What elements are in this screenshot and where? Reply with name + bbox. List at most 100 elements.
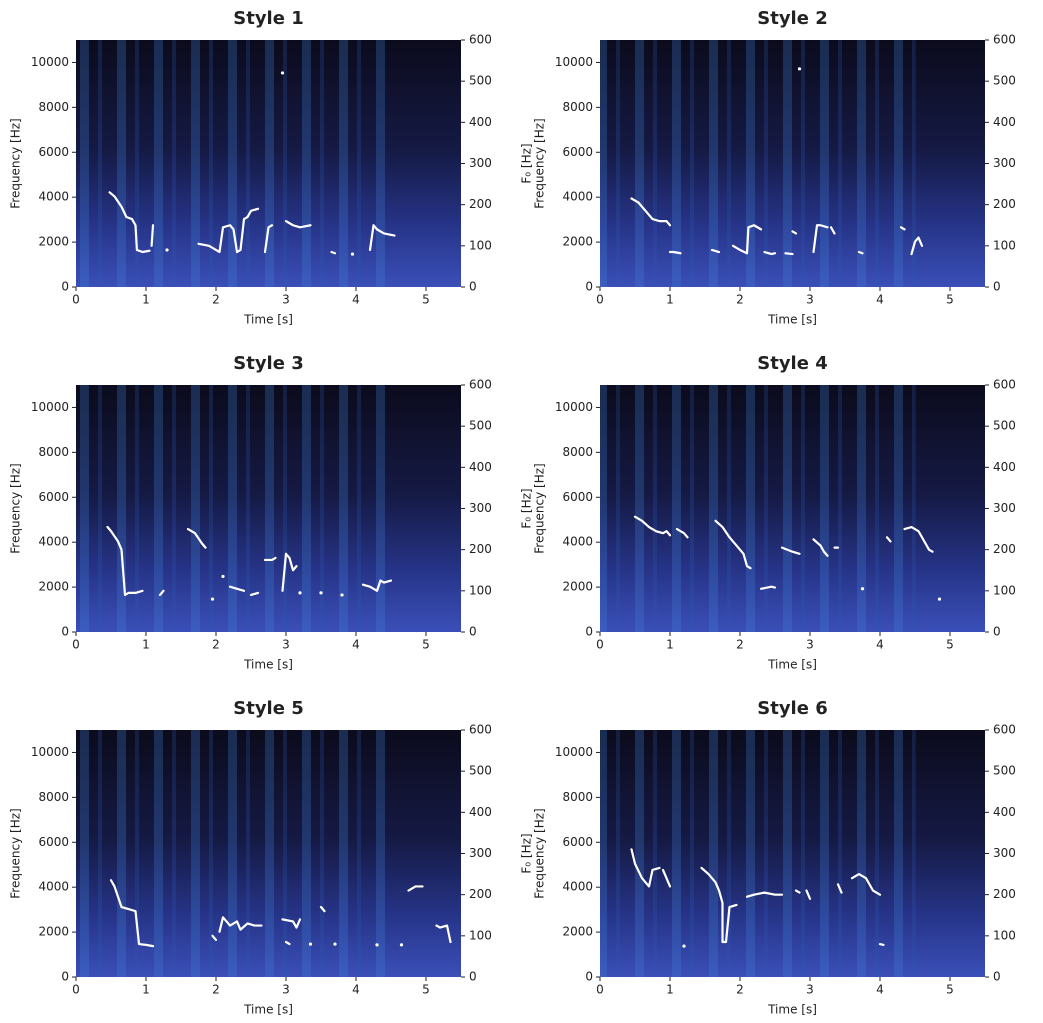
y-tick-label: 4000 xyxy=(38,880,69,894)
y2-tick-label: 500 xyxy=(993,419,1016,433)
x-tick-label: 0 xyxy=(72,293,80,307)
chart-title: Style 6 xyxy=(757,698,827,719)
y2-tick-label: 300 xyxy=(993,846,1016,860)
spectrogram-texture xyxy=(76,385,392,632)
y2-tick-label: 100 xyxy=(469,583,492,597)
y-tick-label: 8000 xyxy=(38,445,69,459)
y-axis-label: Frequency [Hz] xyxy=(9,463,23,554)
x-tick-label: 2 xyxy=(212,293,220,307)
y-tick-label: 6000 xyxy=(38,145,69,159)
y2-tick-label: 400 xyxy=(469,115,492,129)
y2-axis-label: F₀ [Hz] xyxy=(520,833,534,873)
y-tick-label: 8000 xyxy=(38,790,69,804)
y-tick-label: 2000 xyxy=(562,925,593,939)
y-tick-label: 10000 xyxy=(31,745,69,759)
y-tick-label: 2000 xyxy=(38,235,69,249)
chart-title: Style 2 xyxy=(757,8,827,29)
y-axis-label: Frequency [Hz] xyxy=(533,808,547,899)
y-tick-label: 4000 xyxy=(38,190,69,204)
y2-tick-label: 400 xyxy=(469,805,492,819)
x-tick-label: 1 xyxy=(142,638,150,652)
x-tick-label: 5 xyxy=(422,983,430,997)
y-tick-label: 4000 xyxy=(562,535,593,549)
x-tick-label: 3 xyxy=(282,638,290,652)
f0-point xyxy=(938,597,941,600)
x-tick-label: 4 xyxy=(352,293,360,307)
y2-tick-label: 500 xyxy=(993,764,1016,778)
x-tick-label: 5 xyxy=(946,983,954,997)
x-tick-label: 1 xyxy=(142,293,150,307)
chart-title: Style 1 xyxy=(233,8,303,29)
y2-tick-label: 500 xyxy=(993,74,1016,88)
y2-tick-label: 600 xyxy=(469,378,492,392)
x-tick-label: 0 xyxy=(72,638,80,652)
spectrogram-texture xyxy=(600,385,916,632)
y2-tick-label: 100 xyxy=(993,238,1016,252)
x-tick-label: 1 xyxy=(142,983,150,997)
y2-axis-label: F₀ [Hz] xyxy=(520,488,534,528)
y2-tick-label: 100 xyxy=(469,928,492,942)
y-axis-label: Frequency [Hz] xyxy=(9,118,23,209)
y-tick-label: 0 xyxy=(585,970,593,984)
y2-tick-label: 200 xyxy=(469,542,492,556)
y2-tick-label: 300 xyxy=(469,501,492,515)
x-axis-label: Time [s] xyxy=(767,313,817,327)
x-axis-label: Time [s] xyxy=(243,313,293,327)
spectrogram-texture xyxy=(76,730,392,977)
f0-point xyxy=(319,591,322,594)
x-tick-label: 0 xyxy=(596,638,604,652)
y2-tick-label: 300 xyxy=(469,156,492,170)
x-tick-label: 2 xyxy=(212,638,220,652)
f0-point xyxy=(309,942,312,945)
y2-tick-label: 200 xyxy=(469,197,492,211)
y-tick-label: 2000 xyxy=(38,925,69,939)
y2-tick-label: 400 xyxy=(993,115,1016,129)
y-tick-label: 10000 xyxy=(555,55,593,69)
y-tick-label: 6000 xyxy=(562,835,593,849)
x-tick-label: 0 xyxy=(72,983,80,997)
spectrogram-texture xyxy=(600,40,916,287)
y2-tick-label: 400 xyxy=(993,805,1016,819)
y-tick-label: 4000 xyxy=(562,880,593,894)
y-tick-label: 10000 xyxy=(555,745,593,759)
y-tick-label: 0 xyxy=(61,970,69,984)
f0-point xyxy=(375,943,378,946)
figure: Style 1Time [s]Frequency [Hz]F₀ [Hz]0123… xyxy=(0,0,1043,1023)
x-tick-label: 2 xyxy=(736,983,744,997)
y2-tick-label: 100 xyxy=(993,583,1016,597)
y2-tick-label: 600 xyxy=(993,723,1016,737)
chart-title: Style 4 xyxy=(757,353,827,374)
y-tick-label: 2000 xyxy=(562,580,593,594)
y2-tick-label: 100 xyxy=(993,928,1016,942)
f0-point xyxy=(281,71,284,74)
y-tick-label: 6000 xyxy=(38,835,69,849)
y-tick-label: 10000 xyxy=(31,55,69,69)
f0-point xyxy=(798,67,801,70)
x-tick-label: 4 xyxy=(352,983,360,997)
y2-tick-label: 0 xyxy=(993,280,1001,294)
f0-point xyxy=(333,942,336,945)
f0-point xyxy=(682,945,685,948)
y2-tick-label: 0 xyxy=(469,970,477,984)
y-tick-label: 0 xyxy=(585,280,593,294)
y2-tick-label: 300 xyxy=(469,846,492,860)
f0-point xyxy=(351,252,354,255)
y-tick-label: 6000 xyxy=(38,490,69,504)
y-tick-label: 0 xyxy=(585,625,593,639)
y2-tick-label: 200 xyxy=(469,887,492,901)
y-axis-label: Frequency [Hz] xyxy=(533,463,547,554)
y-tick-label: 2000 xyxy=(562,235,593,249)
f0-point xyxy=(211,597,214,600)
y-tick-label: 6000 xyxy=(562,145,593,159)
f0-point xyxy=(221,575,224,578)
x-tick-label: 5 xyxy=(422,638,430,652)
x-tick-label: 2 xyxy=(212,983,220,997)
f0-point xyxy=(165,248,168,251)
y-tick-label: 4000 xyxy=(38,535,69,549)
y2-tick-label: 500 xyxy=(469,419,492,433)
y2-tick-label: 600 xyxy=(469,33,492,47)
y2-tick-label: 0 xyxy=(469,280,477,294)
y-axis-label: Frequency [Hz] xyxy=(9,808,23,899)
x-tick-label: 3 xyxy=(282,293,290,307)
y2-tick-label: 500 xyxy=(469,764,492,778)
